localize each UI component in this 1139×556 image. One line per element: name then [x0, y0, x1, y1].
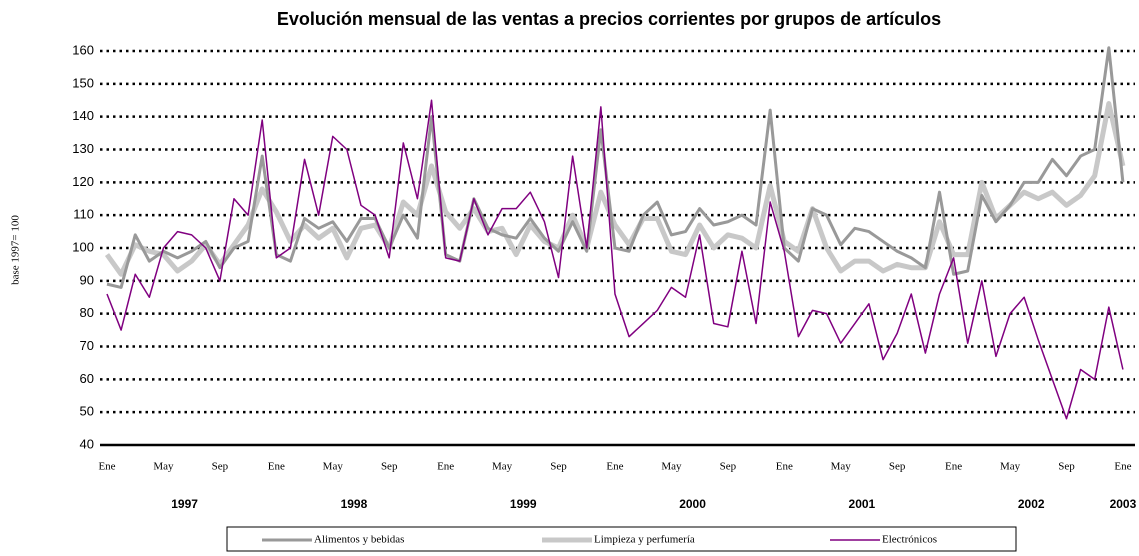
legend-box — [226, 526, 1017, 552]
series-line — [106, 99, 1124, 420]
year-label: 2001 — [849, 497, 876, 511]
y-tick-label: 110 — [73, 207, 94, 222]
y-tick-label: 160 — [72, 42, 94, 57]
year-label: 2002 — [1018, 497, 1045, 511]
x-tick-label: Sep — [212, 461, 229, 473]
y-tick-label: 120 — [72, 174, 94, 189]
y-tick-label: 90 — [80, 272, 94, 287]
y-tick-label: 40 — [80, 436, 94, 451]
y-tick-label: 80 — [80, 305, 94, 320]
legend-label: Limpieza y perfumería — [594, 534, 695, 546]
x-tick-label: Ene — [606, 461, 623, 473]
x-tick-label: Ene — [98, 461, 115, 473]
chart-title: Evolución mensual de las ventas a precio… — [277, 9, 941, 29]
year-label: 1999 — [510, 497, 537, 511]
x-tick-label: Ene — [268, 461, 285, 473]
year-label: 1997 — [171, 497, 198, 511]
x-tick-label: Sep — [720, 461, 737, 473]
year-label: 1998 — [341, 497, 368, 511]
x-tick-label: May — [492, 461, 513, 473]
x-tick-label: May — [661, 461, 682, 473]
x-tick-label: Ene — [945, 461, 962, 473]
y-tick-label: 100 — [72, 239, 94, 254]
year-label: 2003 — [1110, 497, 1137, 511]
x-tick-label: May — [153, 461, 174, 473]
x-tick-label: Sep — [550, 461, 567, 473]
y-tick-label: 60 — [80, 371, 94, 386]
x-tick-label: Ene — [776, 461, 793, 473]
x-tick-label: May — [831, 461, 852, 473]
year-label: 2000 — [679, 497, 706, 511]
y-axis-label: base 1997= 100 — [10, 215, 22, 285]
y-tick-label: 70 — [80, 338, 94, 353]
x-tick-label: Sep — [1058, 461, 1075, 473]
x-tick-label: May — [1000, 461, 1021, 473]
x-tick-label: Ene — [1114, 461, 1131, 473]
series-line — [104, 101, 1126, 277]
x-tick-label: Ene — [437, 461, 454, 473]
x-tick-label: May — [323, 461, 344, 473]
y-tick-label: 140 — [72, 108, 94, 123]
y-tick-label: 50 — [80, 404, 94, 419]
legend-label: Alimentos y bebidas — [314, 534, 404, 546]
y-tick-label: 150 — [72, 75, 94, 90]
x-tick-label: Sep — [889, 461, 906, 473]
legend-label: Electrónicos — [882, 534, 937, 546]
y-tick-label: 130 — [72, 141, 94, 156]
x-tick-label: Sep — [381, 461, 398, 473]
